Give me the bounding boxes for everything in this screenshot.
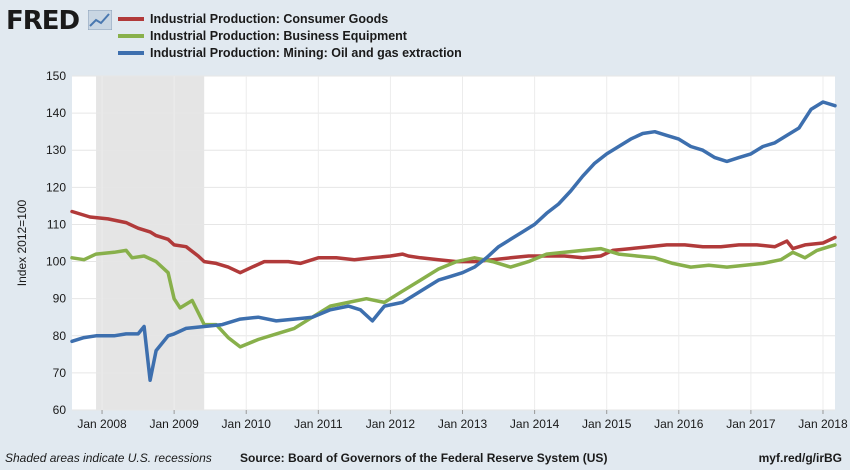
x-tick-label: Jan 2010 — [222, 417, 272, 431]
x-tick-label: Jan 2017 — [726, 417, 776, 431]
legend-label: Industrial Production: Mining: Oil and g… — [150, 45, 462, 60]
legend-item-oil-gas: Industrial Production: Mining: Oil and g… — [118, 44, 462, 61]
legend-swatch — [118, 33, 144, 38]
short-url-link[interactable]: myf.red/g/irBG — [758, 451, 842, 465]
x-tick-label: Jan 2014 — [510, 417, 560, 431]
y-tick-label: 60 — [53, 403, 67, 417]
x-tick-label: Jan 2016 — [654, 417, 704, 431]
line-chart: 60 70 80 90 100 110 120 130 140 150 Jan 2008 Jan 2… — [15, 69, 848, 431]
legend-swatch — [118, 50, 144, 55]
legend-item-business-equipment: Industrial Production: Business Equipmen… — [118, 27, 462, 44]
legend-swatch — [118, 16, 144, 21]
y-tick-label: 110 — [47, 217, 66, 231]
legend-label: Industrial Production: Consumer Goods — [150, 11, 389, 26]
x-tick-label: Jan 2011 — [294, 417, 343, 431]
y-tick-label: 120 — [46, 180, 66, 194]
series-line-2[interactable] — [70, 243, 837, 349]
chart-header: FRED Industrial Production: Consumer Goo… — [0, 0, 850, 64]
source-text: Source: Board of Governors of the Federa… — [240, 451, 608, 465]
y-tick-label: 100 — [46, 255, 66, 269]
fred-logo[interactable]: FRED — [6, 6, 80, 36]
legend-label: Industrial Production: Business Equipmen… — [150, 28, 407, 43]
x-tick-label: Jan 2015 — [582, 417, 632, 431]
x-tick-label: Jan 2008 — [77, 417, 127, 431]
x-tick-label: Jan 2012 — [366, 417, 416, 431]
y-tick-label: 80 — [53, 329, 67, 343]
y-axis-label: Index 2012=100 — [15, 199, 29, 286]
legend-item-consumer-goods: Industrial Production: Consumer Goods — [118, 10, 462, 27]
chart-legend: Industrial Production: Consumer Goods In… — [118, 10, 462, 61]
chart-footer: Shaded areas indicate U.S. recessions So… — [0, 448, 850, 470]
y-tick-label: 150 — [46, 69, 66, 83]
x-tick-label: Jan 2018 — [798, 417, 848, 431]
series-line-3[interactable] — [70, 100, 837, 383]
y-tick-label: 130 — [46, 143, 66, 157]
y-tick-label: 70 — [53, 366, 67, 380]
x-tick-label: Jan 2013 — [438, 417, 488, 431]
y-tick-label: 140 — [46, 106, 66, 120]
x-tick-label: Jan 2009 — [149, 417, 199, 431]
fred-chart-logo-icon — [88, 10, 112, 30]
series-line-1[interactable] — [70, 209, 837, 275]
recession-shading — [96, 76, 205, 410]
recession-note: Shaded areas indicate U.S. recessions — [5, 451, 212, 465]
y-tick-label: 90 — [53, 292, 67, 306]
